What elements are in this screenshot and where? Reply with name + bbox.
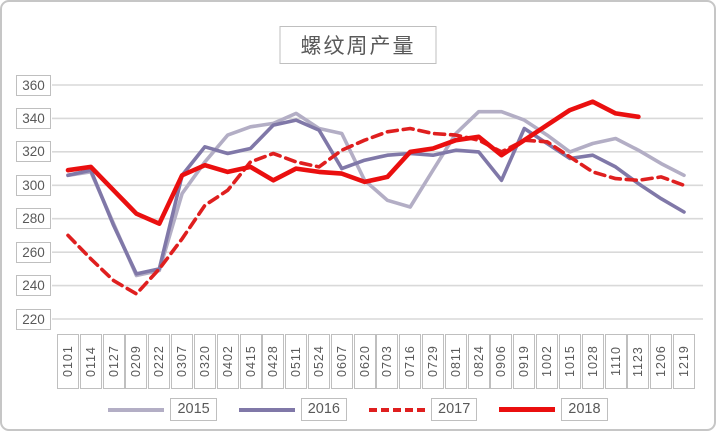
x-axis-tick-label: 0415 (239, 334, 262, 389)
y-axis-tick-label: 320 (16, 141, 51, 163)
x-axis-tick-label: 0209 (125, 334, 148, 389)
x-axis-tick-label: 0101 (57, 334, 79, 389)
x-axis-tick-label: 0320 (193, 334, 216, 389)
legend-swatch-2018-line (499, 407, 556, 412)
legend-label-2016: 2016 (300, 398, 347, 421)
x-axis-tick-label: 0428 (262, 334, 285, 389)
series-line-2016 (66, 118, 686, 276)
chart-title: 螺纹周产量 (279, 26, 437, 64)
legend-label-2015: 2015 (170, 398, 217, 421)
x-axis-tick-label: 0716 (399, 334, 422, 389)
y-axis-tick-label: 280 (16, 208, 51, 230)
x-axis-tick-label: 1219 (673, 334, 695, 389)
series-line-2018 (65, 99, 641, 226)
x-axis-tick-label: 0703 (376, 334, 399, 389)
x-axis-tick-label: 1123 (627, 334, 650, 389)
x-axis-tick-label: 0824 (467, 334, 490, 389)
x-axis-tick-label: 0114 (79, 334, 102, 389)
y-axis-tick-label: 360 (16, 74, 51, 96)
x-axis-tick-label: 1110 (604, 334, 627, 389)
x-axis-tick-label: 0919 (513, 334, 536, 389)
x-axis-tick-label: 1206 (650, 334, 673, 389)
x-axis-tick-label: 0620 (353, 334, 376, 389)
x-axis-tick-label: 0811 (444, 334, 467, 389)
legend-swatch-2016-line (238, 407, 295, 412)
x-axis-tick-label: 0729 (422, 334, 445, 389)
x-axis-tick-label: 0607 (330, 334, 353, 389)
x-axis-tick-label: 1028 (581, 334, 604, 389)
x-axis-tick-label: 1015 (558, 334, 581, 389)
x-axis-tick-label: 0906 (490, 334, 513, 389)
y-axis-tick-label: 220 (16, 308, 51, 330)
legend-swatch-2015-line (108, 407, 165, 412)
y-axis-tick-label: 260 (16, 241, 51, 263)
x-axis-tick-label: 0127 (102, 334, 125, 389)
legend: 2015 2016 2017 2018 (2, 398, 714, 421)
legend-item-2015: 2015 (108, 398, 217, 421)
legend-item-2018: 2018 (499, 398, 608, 421)
y-axis-tick-label: 240 (16, 275, 51, 297)
series-line-2017 (66, 126, 686, 296)
legend-label-2018: 2018 (561, 398, 608, 421)
x-axis-tick-label: 1002 (536, 334, 559, 389)
y-axis-tick-label: 340 (16, 107, 51, 129)
x-axis-tick-label: 0402 (216, 334, 239, 389)
legend-label-2017: 2017 (431, 398, 478, 421)
legend-item-2017: 2017 (369, 398, 478, 421)
legend-swatch-2017-dashed-line (369, 407, 425, 412)
x-axis-tick-label: 0222 (148, 334, 171, 389)
x-axis-tick-label: 0511 (285, 334, 308, 389)
legend-item-2016: 2016 (238, 398, 347, 421)
x-axis-tick-label: 0524 (307, 334, 330, 389)
y-axis-tick-label: 300 (16, 174, 51, 196)
x-axis-tick-label: 0307 (171, 334, 194, 389)
series-line-2015 (66, 109, 686, 278)
